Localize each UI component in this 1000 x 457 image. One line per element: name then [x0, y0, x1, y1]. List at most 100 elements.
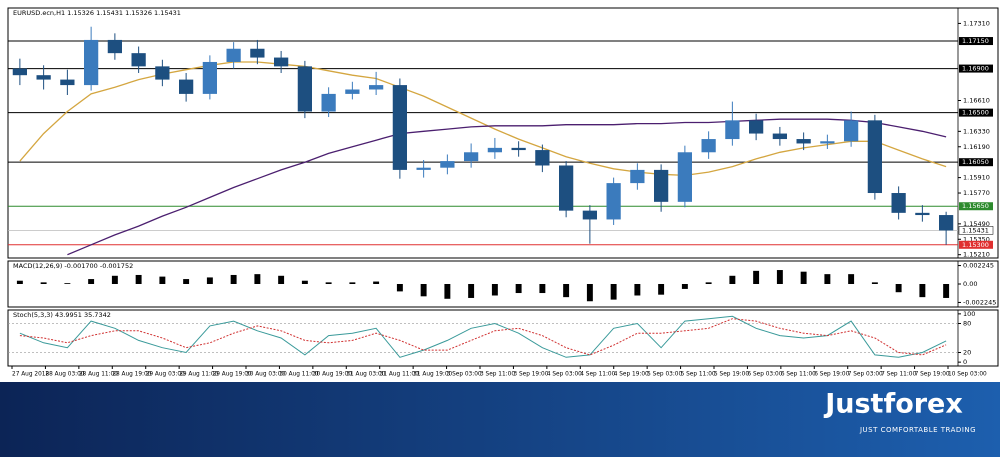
x-tick-label: 31 Aug 19:00	[413, 372, 452, 378]
panel-frame	[7, 260, 999, 308]
candle-body	[559, 165, 574, 211]
candle-body	[535, 150, 550, 166]
moving-average	[67, 118, 947, 256]
last-price-label: 1.15431	[962, 226, 989, 234]
candle-body	[60, 79, 75, 86]
x-tick-label: 3 Sep 11:00	[480, 372, 515, 378]
level-label-box	[959, 202, 993, 211]
level-label-box	[959, 108, 993, 117]
y-tick-label: 1.16610	[963, 97, 990, 105]
candle-body	[891, 193, 906, 213]
candle-body	[844, 120, 859, 142]
candle-body	[107, 39, 122, 54]
x-tick-label: 6 Sep 11:00	[781, 372, 816, 378]
panel-title: EURUSD.ecn,H1 1.15326 1.15431 1.15326 1.…	[13, 9, 181, 17]
x-tick-label: 3 Sep 03:00	[447, 372, 482, 378]
x-tick-label: 31 Aug 11:00	[380, 372, 419, 378]
candle-body	[345, 89, 360, 94]
y-tick-label: 1.15350	[963, 235, 990, 243]
candle-body	[416, 167, 431, 170]
y-tick-label: 1.15210	[963, 251, 990, 259]
tagline: JUST COMFORTABLE TRADING	[859, 426, 976, 434]
panel-title: MACD(12,26,9) -0.001700 -0.001752	[13, 262, 133, 270]
stoch-line	[19, 315, 947, 358]
x-tick-label: 30 Aug 11:00	[279, 372, 318, 378]
y-tick-label: 20	[963, 348, 971, 356]
x-tick-label: 30 Aug 03:00	[246, 372, 285, 378]
level-label: 1.17150	[962, 37, 989, 45]
candle-body	[867, 120, 882, 194]
candle-body	[487, 147, 502, 153]
moving-average	[19, 61, 947, 177]
x-tick-label: 7 Sep 11:00	[881, 372, 916, 378]
x-tick-label: 28 Aug 11:00	[79, 372, 118, 378]
x-tick-label: 28 Aug 19:00	[112, 372, 151, 378]
x-tick-label: 5 Sep 19:00	[714, 372, 749, 378]
x-tick-label: 7 Sep 19:00	[915, 372, 950, 378]
level-label-box	[959, 37, 993, 46]
candle-body	[796, 139, 811, 144]
candle-body	[606, 183, 621, 220]
y-tick-label: 0	[963, 358, 967, 366]
x-tick-label: 5 Sep 03:00	[647, 372, 682, 378]
level-label: 1.16500	[962, 109, 989, 117]
candle-body	[749, 120, 764, 134]
candle-body	[511, 147, 526, 151]
y-tick-label: 1.16330	[963, 127, 990, 135]
candle-body	[939, 215, 954, 231]
candle-body	[654, 169, 669, 202]
level-label: 1.16050	[962, 158, 989, 166]
candle-body	[369, 85, 384, 90]
x-tick-label: 29 Aug 03:00	[146, 372, 185, 378]
candle-body	[250, 48, 265, 58]
x-tick-label: 29 Aug 11:00	[179, 372, 218, 378]
x-tick-label: 3 Sep 19:00	[513, 372, 548, 378]
x-tick-label: 4 Sep 11:00	[580, 372, 615, 378]
candle-body	[321, 93, 336, 112]
y-tick-label: 0.002245	[963, 262, 994, 270]
x-tick-label: 5 Sep 11:00	[681, 372, 716, 378]
candle-body	[84, 39, 99, 86]
candle-body	[725, 120, 740, 140]
candle-body	[226, 48, 241, 62]
x-tick-label: 4 Sep 19:00	[614, 372, 649, 378]
candle-body	[915, 212, 930, 216]
candle-body	[131, 53, 146, 67]
candle-body	[582, 210, 597, 220]
candle-body	[772, 133, 787, 140]
y-tick-label: -0.002245	[963, 298, 996, 306]
x-tick-label: 7 Sep 03:00	[848, 372, 883, 378]
candle-body	[274, 57, 289, 67]
y-tick-label: 1.15490	[963, 220, 990, 228]
level-label-box	[959, 158, 993, 167]
candle-body	[36, 75, 51, 80]
level-label: 1.16900	[962, 65, 989, 73]
x-tick-label: 4 Sep 03:00	[547, 372, 582, 378]
candle-body	[440, 161, 455, 168]
panel-frame	[7, 309, 999, 367]
y-tick-label: 1.17310	[963, 19, 990, 27]
candle-body	[392, 85, 407, 170]
panel-title: Stoch(5,3,3) 43.9951 35.7342	[13, 311, 111, 319]
y-tick-label: 0.00	[963, 280, 977, 288]
candle-body	[12, 68, 27, 76]
x-tick-label: 10 Sep 03:00	[948, 372, 987, 378]
x-tick-label: 31 Aug 03:00	[346, 372, 385, 378]
y-tick-label: 1.15770	[963, 189, 990, 197]
x-tick-label: 29 Aug 19:00	[213, 372, 252, 378]
last-price-box	[958, 226, 994, 235]
banner	[0, 382, 1000, 457]
panel-frame	[7, 7, 999, 259]
candle-body	[297, 66, 312, 112]
candle-body	[202, 61, 217, 94]
stoch-line	[19, 318, 947, 356]
logo: Justforex	[823, 389, 963, 420]
candle-body	[155, 66, 170, 80]
candle-body	[179, 79, 194, 94]
y-tick-label: 1.16190	[963, 143, 990, 151]
candle-body	[677, 152, 692, 202]
x-tick-label: 27 Aug 2018	[12, 372, 49, 378]
x-tick-label: 30 Aug 19:00	[313, 372, 352, 378]
candle-body	[630, 169, 645, 184]
